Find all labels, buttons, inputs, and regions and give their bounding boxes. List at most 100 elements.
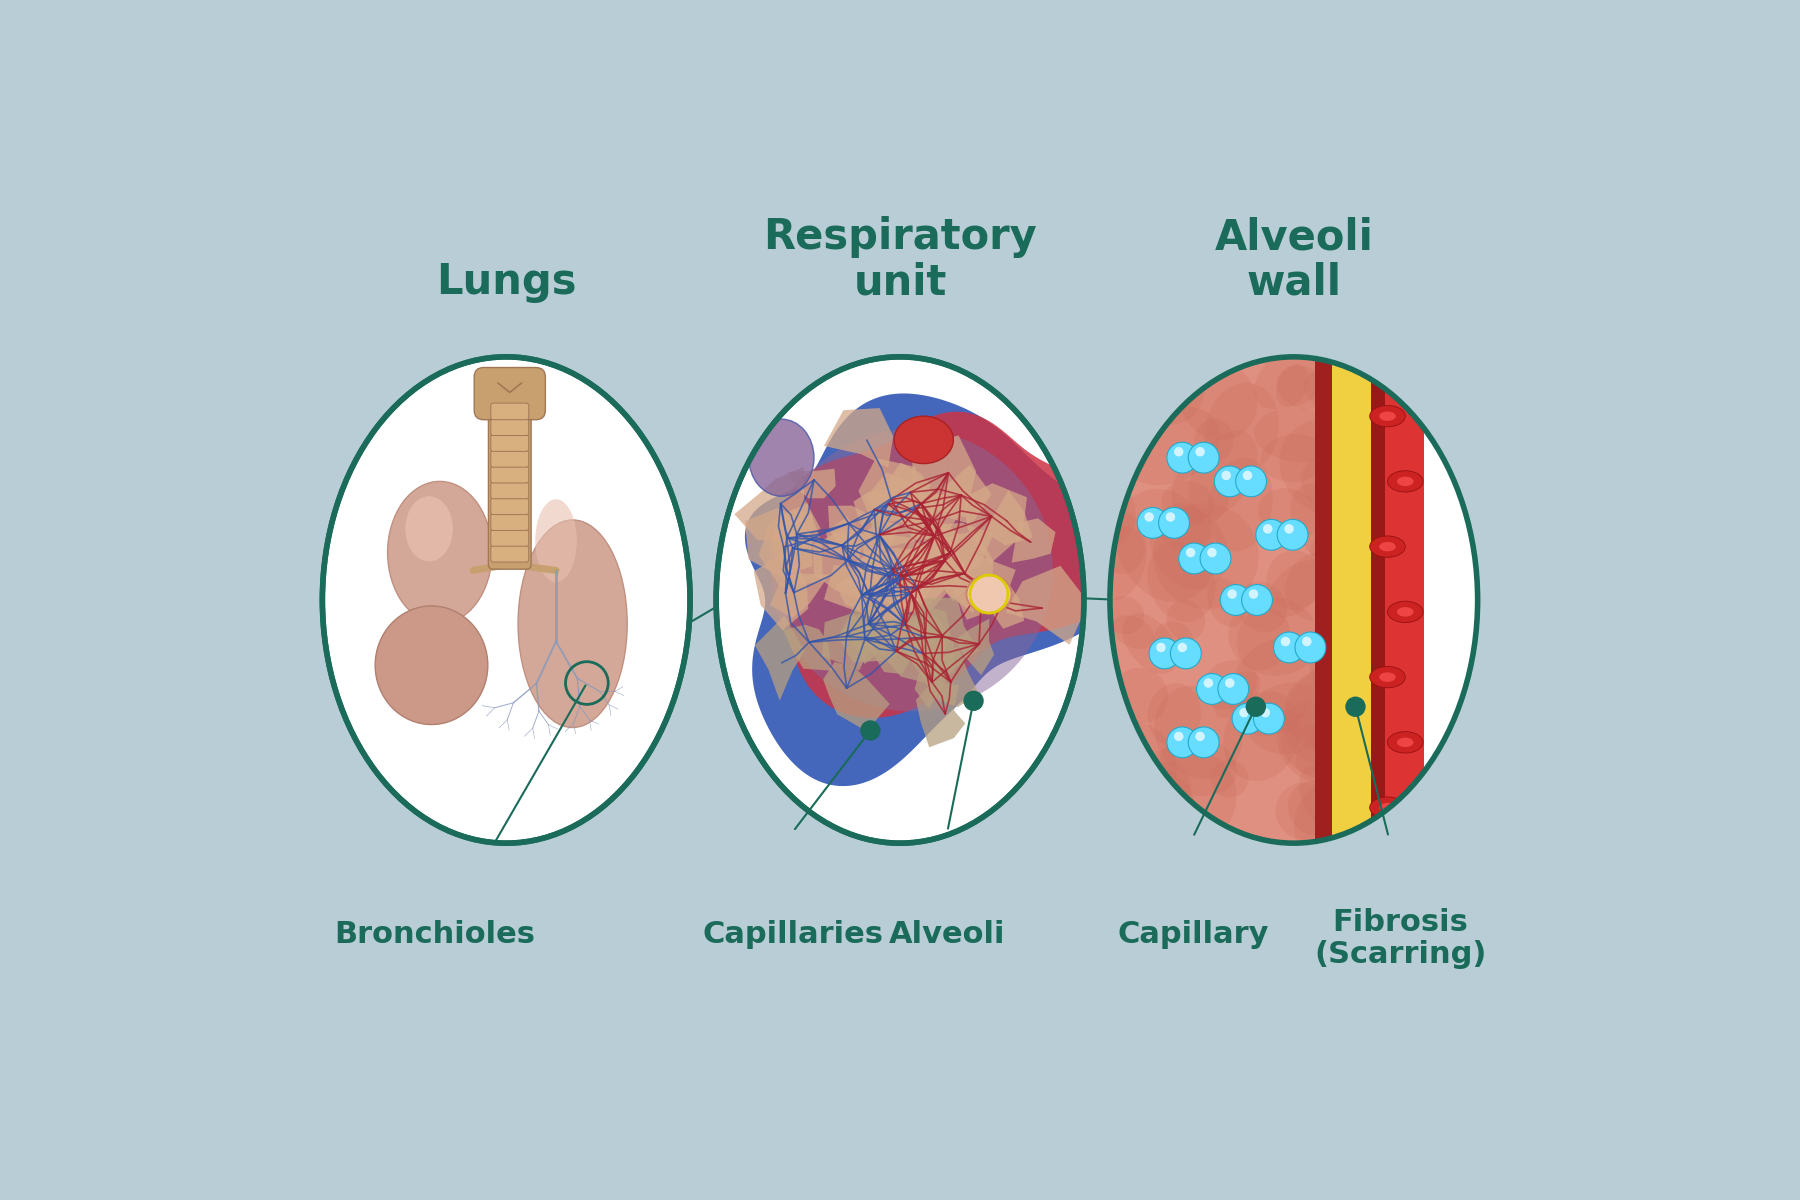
Ellipse shape xyxy=(1291,484,1359,566)
Ellipse shape xyxy=(1289,781,1343,836)
Ellipse shape xyxy=(1258,488,1321,540)
Ellipse shape xyxy=(405,497,454,562)
FancyBboxPatch shape xyxy=(473,367,545,420)
FancyBboxPatch shape xyxy=(491,419,529,436)
Polygon shape xyxy=(823,662,889,731)
Polygon shape xyxy=(860,521,900,554)
Ellipse shape xyxy=(1280,420,1377,516)
Polygon shape xyxy=(855,548,943,614)
Text: Bronchioles: Bronchioles xyxy=(335,920,536,949)
Polygon shape xyxy=(770,430,1053,712)
Ellipse shape xyxy=(1260,434,1328,482)
Polygon shape xyxy=(887,463,931,520)
Polygon shape xyxy=(911,520,959,556)
Polygon shape xyxy=(770,529,799,568)
Circle shape xyxy=(1204,678,1213,688)
Ellipse shape xyxy=(1121,342,1179,397)
Ellipse shape xyxy=(1370,406,1406,427)
Ellipse shape xyxy=(1370,666,1406,688)
Ellipse shape xyxy=(1161,481,1213,526)
Ellipse shape xyxy=(1316,481,1379,516)
Polygon shape xyxy=(823,613,877,671)
Ellipse shape xyxy=(1143,748,1177,776)
Polygon shape xyxy=(774,509,814,552)
Circle shape xyxy=(1177,643,1186,652)
Ellipse shape xyxy=(1159,736,1237,796)
Ellipse shape xyxy=(1121,407,1220,485)
Ellipse shape xyxy=(1294,782,1348,854)
Ellipse shape xyxy=(895,416,954,463)
Circle shape xyxy=(1274,632,1305,662)
Text: Fibrosis
(Scarring): Fibrosis (Scarring) xyxy=(1314,908,1487,968)
Ellipse shape xyxy=(1312,707,1368,767)
Text: Alveoli: Alveoli xyxy=(889,920,1006,949)
Text: Lungs: Lungs xyxy=(436,262,576,304)
Polygon shape xyxy=(936,464,992,524)
Ellipse shape xyxy=(1112,667,1168,724)
Polygon shape xyxy=(783,625,832,671)
Ellipse shape xyxy=(1276,698,1372,785)
Ellipse shape xyxy=(1136,352,1204,425)
Ellipse shape xyxy=(1148,683,1201,746)
Ellipse shape xyxy=(1246,683,1334,755)
Polygon shape xyxy=(754,616,805,701)
Circle shape xyxy=(1188,443,1219,473)
Circle shape xyxy=(1215,466,1246,497)
Circle shape xyxy=(1242,470,1253,480)
Circle shape xyxy=(1256,520,1287,550)
Circle shape xyxy=(1148,638,1181,668)
Ellipse shape xyxy=(518,520,626,727)
Circle shape xyxy=(1159,508,1190,539)
Ellipse shape xyxy=(1267,551,1321,610)
Polygon shape xyxy=(900,484,945,522)
FancyBboxPatch shape xyxy=(491,467,529,482)
Polygon shape xyxy=(1372,298,1386,902)
Circle shape xyxy=(1174,446,1183,456)
Circle shape xyxy=(1226,678,1235,688)
Ellipse shape xyxy=(1210,760,1249,798)
Ellipse shape xyxy=(1202,660,1256,709)
Ellipse shape xyxy=(1379,803,1395,812)
Ellipse shape xyxy=(1204,383,1280,476)
Polygon shape xyxy=(824,565,905,628)
Text: Alveoli
wall: Alveoli wall xyxy=(1215,216,1373,304)
Polygon shape xyxy=(900,605,950,664)
Ellipse shape xyxy=(967,575,1012,613)
FancyBboxPatch shape xyxy=(491,514,529,530)
Circle shape xyxy=(1156,643,1166,652)
Circle shape xyxy=(1220,584,1251,616)
Polygon shape xyxy=(770,574,830,618)
Ellipse shape xyxy=(1111,356,1478,844)
Ellipse shape xyxy=(1309,617,1388,707)
Polygon shape xyxy=(914,666,949,708)
Polygon shape xyxy=(925,523,994,582)
Polygon shape xyxy=(979,584,1024,629)
Polygon shape xyxy=(1006,566,1089,644)
Ellipse shape xyxy=(1283,666,1375,764)
Polygon shape xyxy=(887,604,929,661)
Ellipse shape xyxy=(1224,691,1301,781)
Polygon shape xyxy=(734,467,821,540)
Ellipse shape xyxy=(1379,412,1395,421)
Circle shape xyxy=(1145,512,1154,522)
Ellipse shape xyxy=(1228,596,1319,676)
Circle shape xyxy=(965,691,983,710)
FancyBboxPatch shape xyxy=(491,434,529,451)
Ellipse shape xyxy=(1087,511,1147,600)
Ellipse shape xyxy=(1132,762,1192,826)
Ellipse shape xyxy=(1091,445,1132,488)
Polygon shape xyxy=(842,608,880,664)
Polygon shape xyxy=(787,469,835,498)
Circle shape xyxy=(1235,466,1267,497)
Circle shape xyxy=(1219,673,1249,704)
Ellipse shape xyxy=(1237,582,1287,632)
Ellipse shape xyxy=(1114,352,1179,415)
Polygon shape xyxy=(826,517,864,559)
Ellipse shape xyxy=(1310,529,1357,575)
Ellipse shape xyxy=(1229,638,1319,737)
Ellipse shape xyxy=(1388,732,1424,754)
Ellipse shape xyxy=(749,419,814,497)
Ellipse shape xyxy=(1379,672,1395,682)
Ellipse shape xyxy=(1109,793,1150,838)
Circle shape xyxy=(1174,732,1183,742)
